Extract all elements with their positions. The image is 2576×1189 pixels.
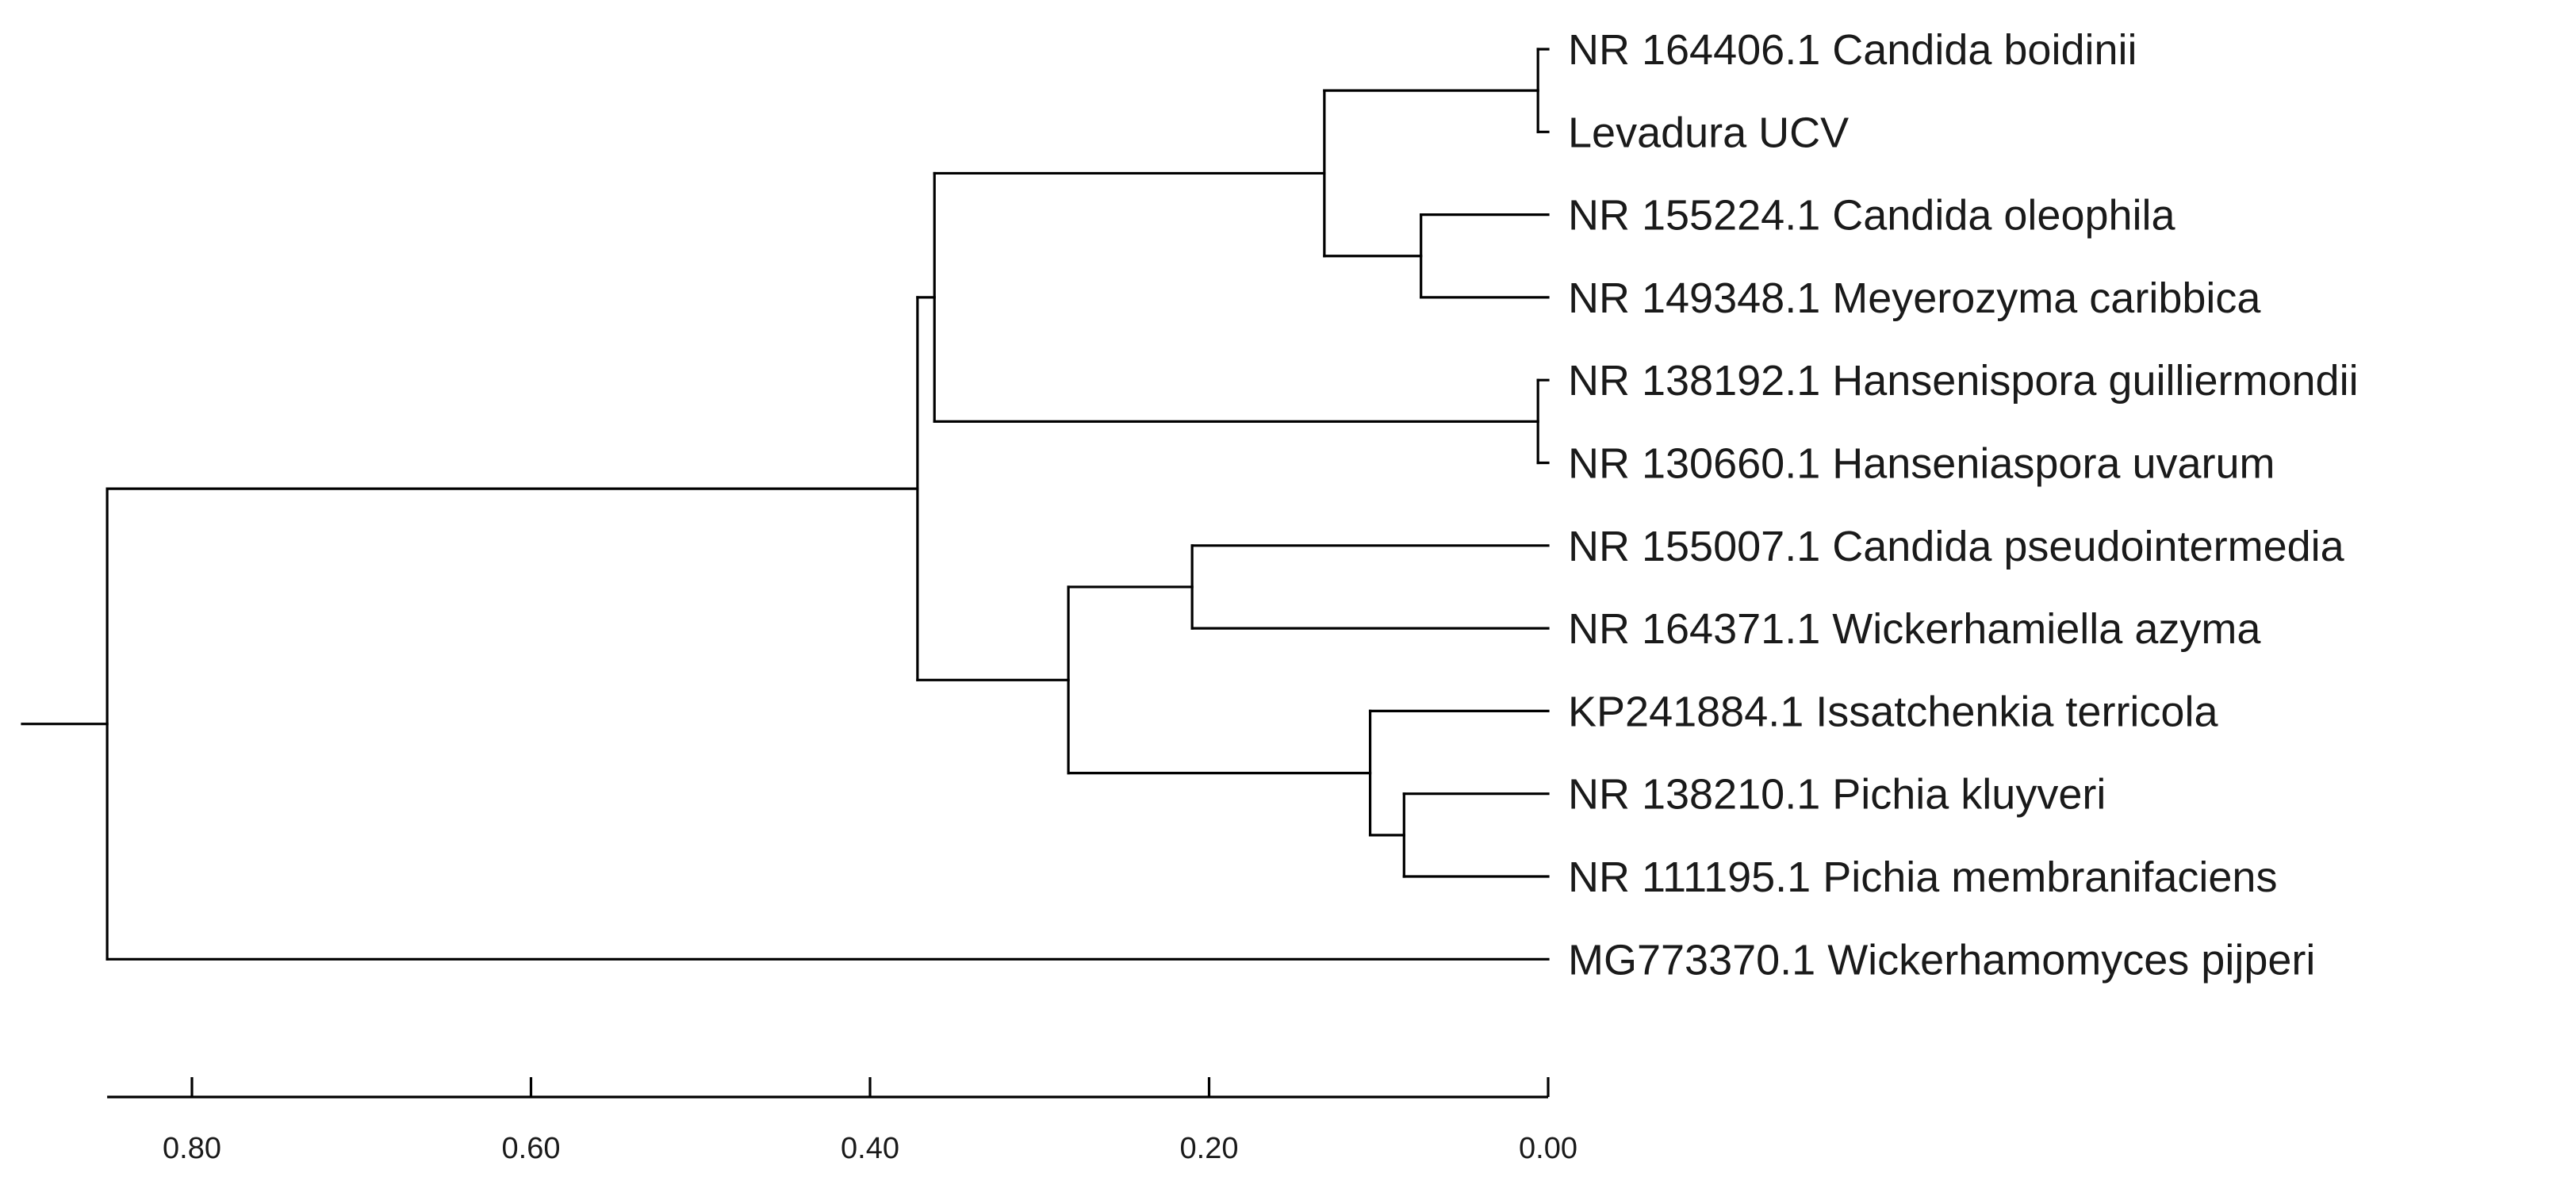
distance-scale-axis: 0.80 0.60 0.40 0.20 0.00 [107, 1077, 1577, 1165]
axis-tick-label-0: 0.80 [163, 1132, 221, 1165]
leaf-label-9: NR 138210.1 Pichia kluyveri [1568, 771, 2106, 819]
tree-branches [21, 48, 1550, 961]
leaf-label-4: NR 138192.1 Hansenispora guilliermondii [1568, 357, 2359, 405]
leaf-label-6: NR 155007.1 Candida pseudointermedia [1568, 523, 2345, 570]
leaf-label-7: NR 164371.1 Wickerhamiella azyma [1568, 605, 2261, 653]
leaf-label-11: MG773370.1 Wickerhamomyces pijperi [1568, 936, 2315, 984]
leaf-label-8: KP241884.1 Issatchenkia terricola [1568, 688, 2218, 735]
axis-tick-label-3: 0.20 [1180, 1132, 1239, 1165]
leaf-label-10: NR 111195.1 Pichia membranifaciens [1568, 853, 2277, 901]
leaf-label-3: NR 149348.1 Meyerozyma caribbica [1568, 274, 2261, 322]
leaf-labels: NR 164406.1 Candida boidinii Levadura UCV… [1568, 26, 2359, 984]
leaf-label-1: Levadura UCV [1568, 109, 1849, 156]
axis-tick-label-1: 0.60 [502, 1132, 561, 1165]
leaf-label-0: NR 164406.1 Candida boidinii [1568, 26, 2137, 74]
axis-tick-label-2: 0.40 [841, 1132, 899, 1165]
axis-tick-label-4: 0.00 [1519, 1132, 1577, 1165]
leaf-label-2: NR 155224.1 Candida oleophila [1568, 192, 2176, 240]
leaf-label-5: NR 130660.1 Hanseniaspora uvarum [1568, 440, 2275, 488]
